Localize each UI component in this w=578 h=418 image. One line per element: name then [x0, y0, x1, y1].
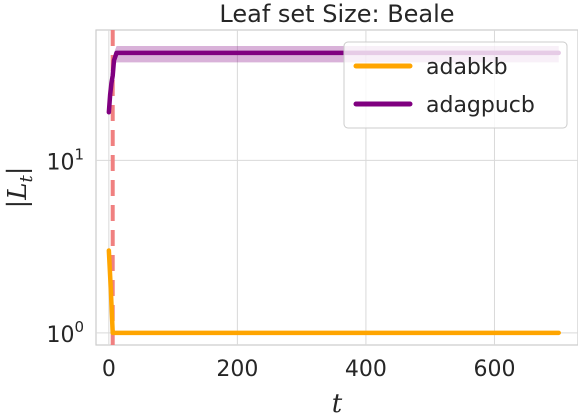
x-tick-label: 400: [345, 357, 387, 382]
y-tick-label: 101: [46, 145, 84, 175]
x-axis-ticks: 0 200 400 600: [102, 357, 516, 382]
x-tick-label: 200: [216, 357, 258, 382]
legend: adabkb adagpucb: [344, 42, 567, 128]
x-tick-label: 0: [102, 357, 116, 382]
y-axis-label: |Lt|: [3, 166, 37, 208]
legend-label-adagpucb: adagpucb: [426, 93, 535, 118]
x-tick-label: 600: [473, 357, 515, 382]
x-axis-label: t: [332, 389, 343, 418]
legend-label-adabkb: adabkb: [426, 55, 508, 80]
y-tick-label: 100: [46, 318, 84, 348]
chart-title: Leaf set Size: Beale: [219, 0, 454, 28]
y-axis-ticks: 100 101: [46, 145, 84, 347]
y-axis-label-group: |Lt|: [3, 166, 37, 208]
